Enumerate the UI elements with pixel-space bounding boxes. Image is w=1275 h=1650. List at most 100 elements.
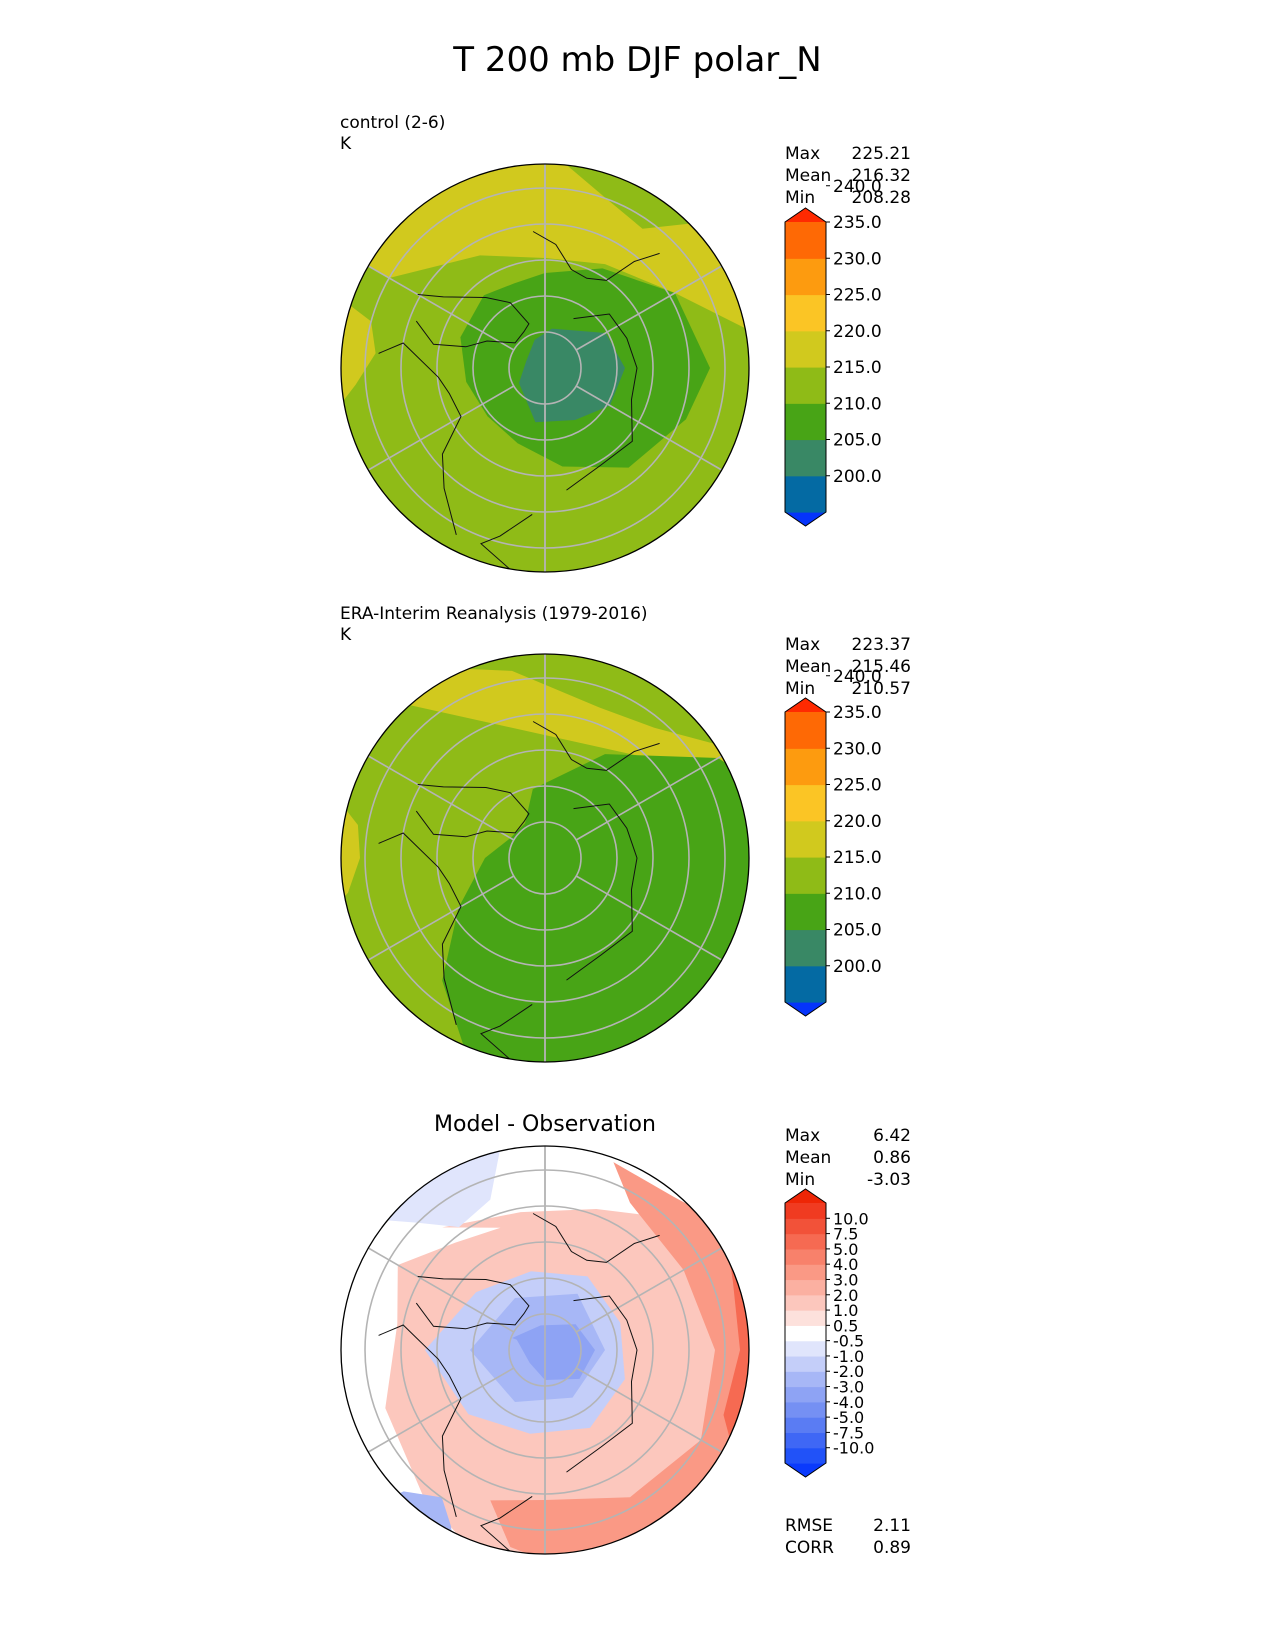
panel1-label-units: K	[340, 134, 352, 154]
colorbar-segment	[785, 1279, 826, 1296]
colorbar-tick-label: 225.0	[833, 776, 882, 796]
colorbar-segment	[785, 222, 826, 259]
panel3-title: Model - Observation	[434, 1112, 656, 1137]
colorbar-tick-label: 235.0	[833, 703, 882, 723]
colorbar-tick-label: -0.5	[833, 1332, 864, 1351]
panel3-bottom-stats: RMSE 2.11 CORR 0.89	[785, 1515, 911, 1559]
colorbar-tick-label: 235.0	[833, 213, 882, 233]
longitude-line	[367, 755, 515, 841]
colorbar-tick-label: 10.0	[833, 1209, 869, 1228]
colorbar-segment	[785, 893, 826, 931]
field-negative-south	[345, 1491, 457, 1554]
colorbar-3: -10.0-7.5-5.0-4.0-3.0-2.0-1.0-0.50.51.02…	[784, 1188, 874, 1478]
colorbar-tick-label: 215.0	[833, 848, 882, 868]
coastline	[480, 513, 533, 570]
map-boundary	[340, 1145, 750, 1555]
colorbar-tick-label: -7.5	[833, 1423, 864, 1442]
colorbar-tick-label: 220.0	[833, 812, 882, 832]
colorbar-segment	[785, 1233, 826, 1250]
map-control	[341, 164, 749, 572]
coastline	[532, 231, 660, 281]
coastlines	[378, 231, 660, 570]
stat-row-corr: CORR 0.89	[785, 1538, 911, 1558]
map-boundary	[340, 653, 750, 1063]
graticule	[364, 654, 726, 1062]
stat-row-min: Min 208.28	[785, 188, 911, 208]
longitude-line	[367, 385, 515, 471]
colorbar-segment	[785, 1371, 826, 1388]
coastlines	[378, 1213, 660, 1552]
colorbar-extend-low	[785, 1463, 826, 1477]
stat-row-rmse: RMSE 2.11	[785, 1516, 911, 1536]
coastline	[415, 784, 530, 838]
colorbar-tick-label: 4.0	[833, 1255, 858, 1274]
coastline	[566, 313, 638, 491]
stat-row-max: Max 223.37	[785, 635, 911, 655]
colorbar-segment	[785, 403, 826, 441]
map-difference	[341, 1146, 749, 1554]
coastline	[378, 1324, 462, 1518]
stat-row-mean: Mean 0.86	[785, 1148, 911, 1168]
colorbar-segment	[785, 1340, 826, 1357]
stat-row-max: Max 6.42	[785, 1126, 911, 1146]
coastline	[378, 832, 462, 1026]
longitude-line	[367, 265, 515, 351]
colorbar-segment	[785, 712, 826, 749]
colorbar-segment	[785, 258, 826, 296]
graticule	[364, 164, 726, 572]
colorbar-extend-high	[785, 208, 826, 222]
colorbar-tick-label: -3.0	[833, 1378, 864, 1397]
colorbar-segment	[785, 784, 826, 822]
colorbar-tick-label: -5.0	[833, 1408, 864, 1427]
colorbar-extend-low	[785, 1002, 826, 1016]
longitude-line	[575, 755, 723, 841]
panel2-stats: Max 223.37 Mean 215.46 Min 210.57	[785, 634, 911, 700]
field-225-230-west	[341, 728, 360, 947]
longitude-line	[367, 1367, 515, 1453]
coastline	[532, 721, 660, 771]
colorbar-segment	[785, 1447, 826, 1464]
colorbar-tick-label: 2.0	[833, 1286, 858, 1305]
longitude-line	[575, 1367, 723, 1453]
panel2-label-name: ERA-Interim Reanalysis (1979-2016)	[340, 604, 648, 624]
colorbar-tick-label: 0.5	[833, 1316, 858, 1335]
colorbar-segment	[785, 857, 826, 894]
field-negative-2-3	[512, 1324, 595, 1380]
colorbar-segment	[785, 439, 826, 477]
panel2-label-units: K	[340, 625, 352, 645]
coastline	[378, 342, 462, 536]
colorbar-extend-low	[785, 512, 826, 526]
colorbar-tick-label: 215.0	[833, 358, 882, 378]
colorbar-tick-label: 240.0	[833, 667, 882, 687]
colorbar-segment	[785, 1417, 826, 1434]
stat-row-max: Max 225.21	[785, 144, 911, 164]
colorbar-segment	[785, 1218, 826, 1235]
colorbar-segment	[785, 1248, 826, 1265]
field-225-230-west	[341, 258, 376, 498]
colorbar-tick-label: -1.0	[833, 1347, 864, 1366]
colorbar-segment	[785, 820, 826, 858]
colorbar-tick-label: 220.0	[833, 322, 882, 342]
stat-row-mean: Mean 216.32	[785, 166, 911, 186]
coastline	[566, 1295, 638, 1473]
colorbar-segment	[785, 1432, 826, 1449]
colorbar-1: 200.0 205.0 210.0 215.0 220.0 225.0 230.0 235.0…	[784, 177, 882, 527]
figure-title: T 200 mb DJF polar_N	[453, 40, 822, 80]
colorbar-tick-label: 200.0	[833, 957, 882, 977]
colorbar-tick-label: 230.0	[833, 249, 882, 269]
colorbar-segment	[785, 929, 826, 967]
colorbar-tick-label: -10.0	[833, 1439, 874, 1458]
colorbar-outline	[784, 207, 827, 527]
colorbar-segment	[785, 294, 826, 332]
longitude-line	[367, 1247, 515, 1333]
map-era-interim	[341, 654, 749, 1062]
colorbar-segment	[785, 1310, 826, 1326]
colorbar-tick-label: 230.0	[833, 739, 882, 759]
colorbar-tick-label: -4.0	[833, 1393, 864, 1412]
colorbar-outline	[784, 1188, 827, 1478]
coastline	[532, 1213, 660, 1263]
colorbar-2: 200.0 205.0 210.0 215.0 220.0 225.0 230.0 235.0…	[784, 667, 882, 1017]
colorbar-outline	[784, 697, 827, 1017]
stat-row-mean: Mean 215.46	[785, 657, 911, 677]
